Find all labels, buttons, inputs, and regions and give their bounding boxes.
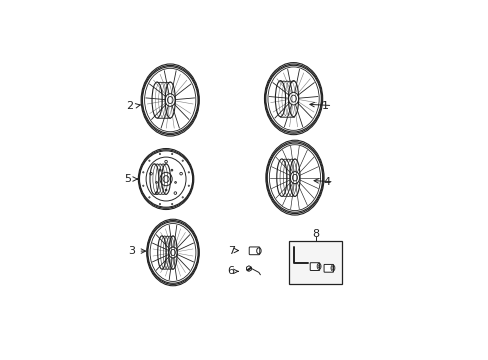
FancyBboxPatch shape [249,247,259,255]
Text: 6: 6 [227,266,234,276]
Text: 1: 1 [321,100,328,111]
Bar [289,242,342,284]
Text: 4: 4 [323,177,330,187]
Text: 8: 8 [311,229,319,239]
FancyBboxPatch shape [309,263,319,270]
Text: 2: 2 [126,100,133,111]
Text: 3: 3 [128,246,135,256]
FancyBboxPatch shape [324,265,333,272]
Text: 7: 7 [227,246,234,256]
Text: 5: 5 [123,174,130,184]
